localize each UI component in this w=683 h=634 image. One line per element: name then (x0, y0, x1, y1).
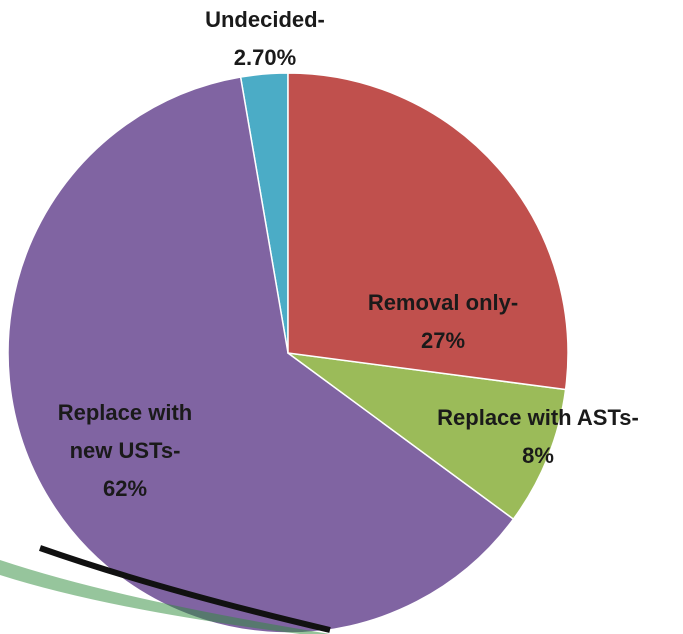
slice-label: Replace with new USTs-62% (38, 394, 213, 508)
chart: Removal only-27%Replace with ASTs-8%Repl… (0, 0, 683, 634)
category-label: Replace with new USTs- (38, 394, 213, 470)
slice-label: Removal only-27% (313, 284, 573, 360)
category-label: Undecided- (165, 1, 365, 39)
value-label: 62% (38, 470, 213, 508)
slice-label: Undecided-2.70% (165, 1, 365, 77)
category-label: Replace with ASTs- (408, 399, 668, 437)
value-label: 8% (408, 437, 668, 475)
value-label: 27% (313, 322, 573, 360)
slice-label: Replace with ASTs-8% (408, 399, 668, 475)
value-label: 2.70% (165, 39, 365, 77)
category-label: Removal only- (313, 284, 573, 322)
